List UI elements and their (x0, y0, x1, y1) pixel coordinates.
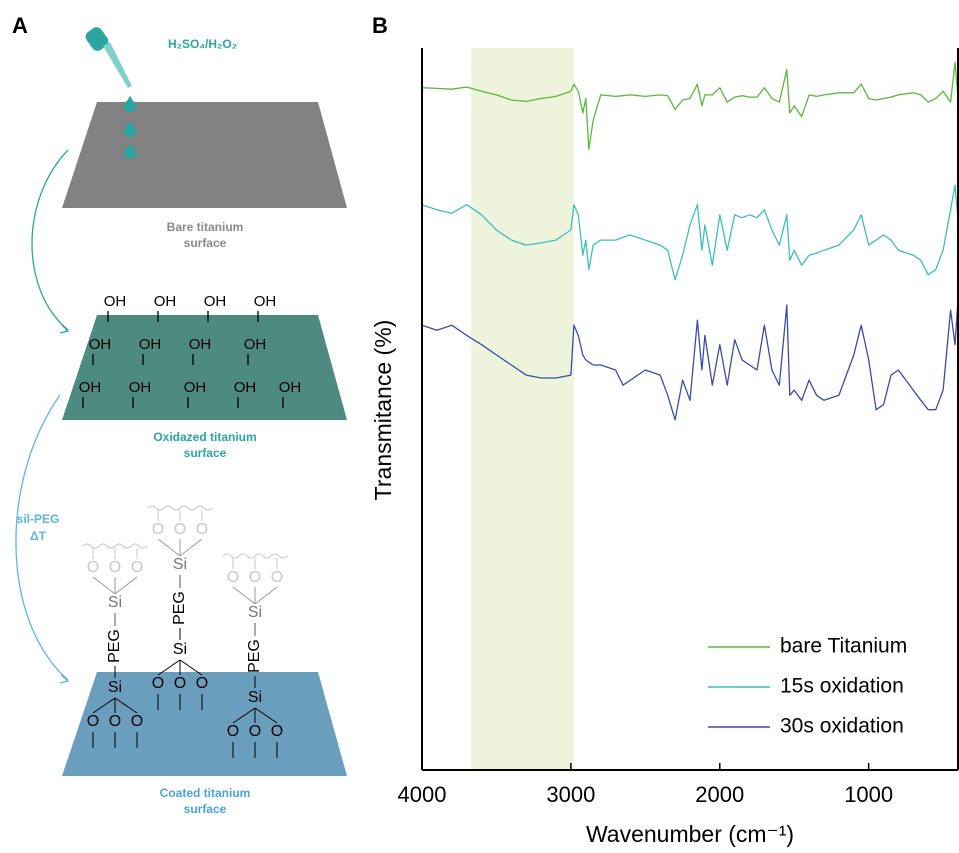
bond (179, 538, 203, 557)
oh-label: OH (244, 336, 267, 353)
bond (179, 659, 203, 676)
oxygen-label: O (196, 521, 208, 538)
spectrum-line (421, 299, 959, 421)
oh-label: OH (254, 293, 277, 310)
spectrum-line (421, 184, 959, 281)
oxygen-label: O (271, 569, 283, 586)
silicon-label: Si (173, 556, 187, 573)
oxygen-label: O (249, 723, 261, 740)
silicon-label: Si (108, 679, 122, 696)
oxygen-label: O (109, 559, 121, 576)
oxidized-surface (62, 315, 347, 420)
legend-label: 30s oxidation (780, 715, 904, 738)
oxygen-label: O (227, 569, 239, 586)
chain (222, 553, 288, 559)
bare-surface (62, 102, 347, 208)
oh-groups: OH OH OH OH OH OH OH OH OH OH OH OH OH (79, 293, 302, 408)
bond (92, 697, 116, 714)
arrow-head (59, 674, 70, 684)
bond (254, 707, 278, 724)
silicon-label: Si (248, 689, 262, 706)
y-axis-label: Transmitance (%) (370, 320, 396, 501)
oh-label: OH (139, 336, 162, 353)
ftir-chart: B Wavenumber (cm⁻¹) Transmitance (%) 400… (370, 13, 959, 847)
caption: Coated titanium (160, 786, 251, 800)
oh-label: OH (234, 379, 257, 396)
peg-label: PEG (246, 639, 263, 673)
silicon-label: Si (173, 641, 187, 658)
drop (124, 143, 136, 153)
oh-label: OH (154, 293, 177, 310)
bond (114, 697, 138, 714)
silicon-label: Si (248, 604, 262, 621)
oxygen-label: O (109, 713, 121, 730)
oxygen-label: O (196, 675, 208, 692)
chain (82, 543, 148, 549)
panel-label: B (372, 13, 388, 38)
bond (157, 538, 181, 557)
spectrum-line (421, 61, 959, 150)
peg-label: PEG (106, 629, 123, 663)
oh-label: OH (89, 336, 112, 353)
panel-label: A (12, 13, 28, 38)
oxygen-label: O (87, 559, 99, 576)
bond (114, 576, 138, 595)
x-tick-label: 4000 (398, 782, 447, 807)
silicon-label: Si (108, 594, 122, 611)
x-tick-label: 1000 (844, 782, 893, 807)
oxygen-label: O (271, 723, 283, 740)
reagent-label: H₂SO₄/H₂O₂ (168, 37, 237, 51)
arrow-head (59, 324, 70, 334)
arrow (31, 149, 69, 331)
arrow (15, 394, 69, 681)
oh-label: OH (204, 293, 227, 310)
peg-label: PEG (171, 591, 188, 625)
caption: Oxidazed titanium (153, 430, 256, 444)
oxygen-label: O (174, 675, 186, 692)
caption: Bare titanium (167, 220, 244, 234)
x-axis-label: Wavenumber (cm⁻¹) (586, 821, 794, 847)
treatment-label: sil-PEG (17, 512, 60, 526)
treatment-label: ΔT (30, 529, 47, 543)
caption: surface (184, 236, 227, 250)
drop (124, 121, 136, 131)
coated-surface (62, 672, 347, 776)
oh-label: OH (79, 379, 102, 396)
drop (124, 96, 136, 106)
legend-label: bare Titanium (780, 635, 907, 658)
bond (232, 707, 256, 724)
x-tick-label: 3000 (546, 782, 595, 807)
bond (232, 586, 256, 605)
legend-label: 15s oxidation (780, 675, 904, 698)
oxygen-label: O (87, 713, 99, 730)
oxygen-label: O (174, 521, 186, 538)
caption: surface (184, 802, 227, 816)
bond (92, 576, 116, 595)
oh-label: OH (189, 336, 212, 353)
oxygen-label: O (131, 559, 143, 576)
bond (254, 586, 278, 605)
oxygen-label: O (152, 521, 164, 538)
oh-label: OH (279, 379, 302, 396)
x-tick-label: 2000 (695, 782, 744, 807)
oh-label: OH (184, 379, 207, 396)
oxygen-label: O (152, 675, 164, 692)
oh-label: OH (104, 293, 127, 310)
caption: surface (184, 446, 227, 460)
highlight-band (471, 48, 574, 770)
oxygen-label: O (227, 723, 239, 740)
bond (157, 659, 181, 676)
chain (147, 505, 213, 511)
oxygen-label: O (131, 713, 143, 730)
oh-label: OH (129, 379, 152, 396)
oxygen-label: O (249, 569, 261, 586)
